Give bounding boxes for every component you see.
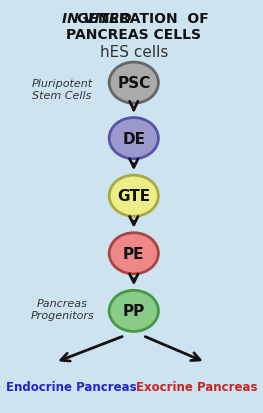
Ellipse shape <box>109 233 158 274</box>
Text: PP: PP <box>123 304 145 318</box>
Text: Exocrine Pancreas: Exocrine Pancreas <box>136 380 257 393</box>
Ellipse shape <box>109 291 158 332</box>
Text: Pancreas
Progenitors: Pancreas Progenitors <box>30 298 94 320</box>
Ellipse shape <box>109 63 158 104</box>
Ellipse shape <box>109 118 158 159</box>
Text: Endocrine Pancreas: Endocrine Pancreas <box>6 380 136 393</box>
Text: GENERATION  OF: GENERATION OF <box>77 12 209 26</box>
Text: PANCREAS CELLS: PANCREAS CELLS <box>66 28 201 42</box>
Text: PSC: PSC <box>117 76 150 91</box>
Text: IN VITRO: IN VITRO <box>62 12 132 26</box>
Text: GTE: GTE <box>117 189 150 204</box>
Text: DE: DE <box>122 131 145 146</box>
Text: hES cells: hES cells <box>100 45 168 60</box>
Text: Pluripotent
Stem Cells: Pluripotent Stem Cells <box>32 79 93 100</box>
Text: PE: PE <box>123 246 145 261</box>
Ellipse shape <box>109 176 158 217</box>
